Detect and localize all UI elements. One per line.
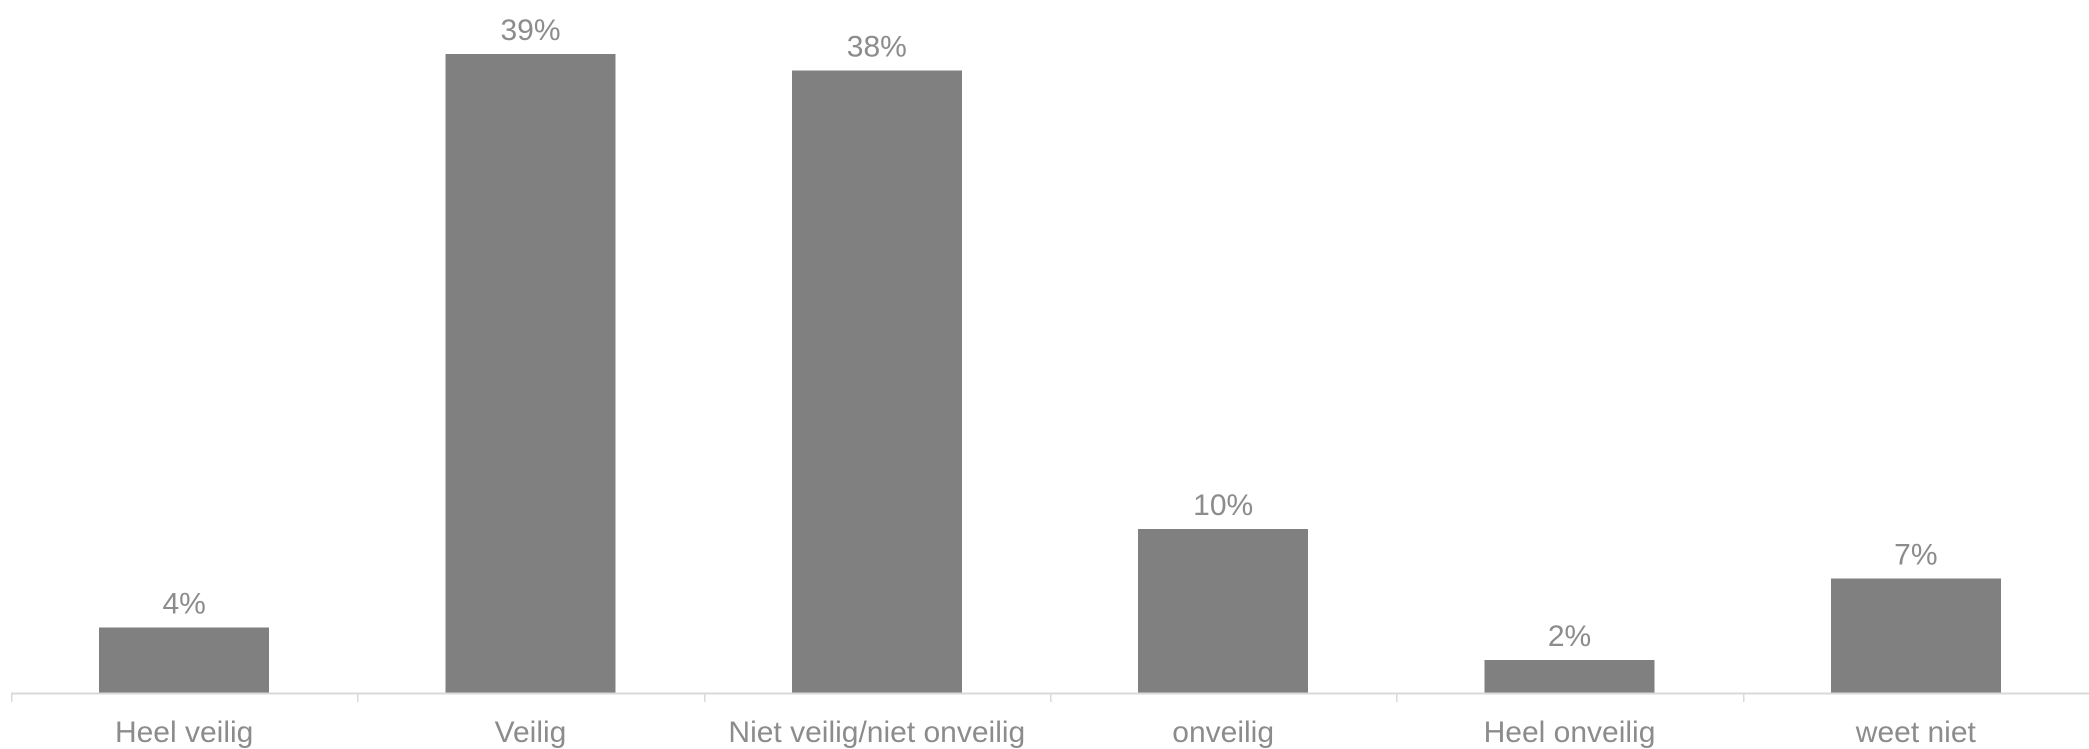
bar-1 bbox=[99, 627, 270, 693]
category-label-5: Heel onveilig bbox=[1484, 716, 1656, 749]
x-axis bbox=[10, 692, 2089, 702]
bars-layer bbox=[99, 54, 2001, 693]
data-label-5: 2% bbox=[1548, 620, 1591, 653]
category-label-2: Veilig bbox=[495, 716, 567, 749]
data-label-2: 39% bbox=[500, 14, 560, 47]
data-label-1: 4% bbox=[162, 587, 205, 620]
bar-4 bbox=[1138, 529, 1309, 693]
bar-6 bbox=[1830, 578, 2001, 693]
bar-2 bbox=[445, 54, 616, 693]
bar-5 bbox=[1484, 660, 1655, 693]
category-label-6: weet niet bbox=[1855, 716, 1977, 749]
data-label-4: 10% bbox=[1193, 489, 1253, 522]
data-label-3: 38% bbox=[847, 30, 907, 63]
data-label-6: 7% bbox=[1894, 538, 1937, 571]
category-labels-layer: Heel veilig Veilig Niet veilig/niet onveil… bbox=[115, 716, 1977, 749]
category-label-1: Heel veilig bbox=[115, 716, 253, 749]
category-label-4: onveilig bbox=[1172, 716, 1274, 749]
data-labels-layer: 4% 39% 38% 10% 2% 7% bbox=[162, 14, 1937, 653]
bar-3 bbox=[791, 70, 962, 693]
category-label-3: Niet veilig/niet onveilig bbox=[728, 716, 1025, 749]
